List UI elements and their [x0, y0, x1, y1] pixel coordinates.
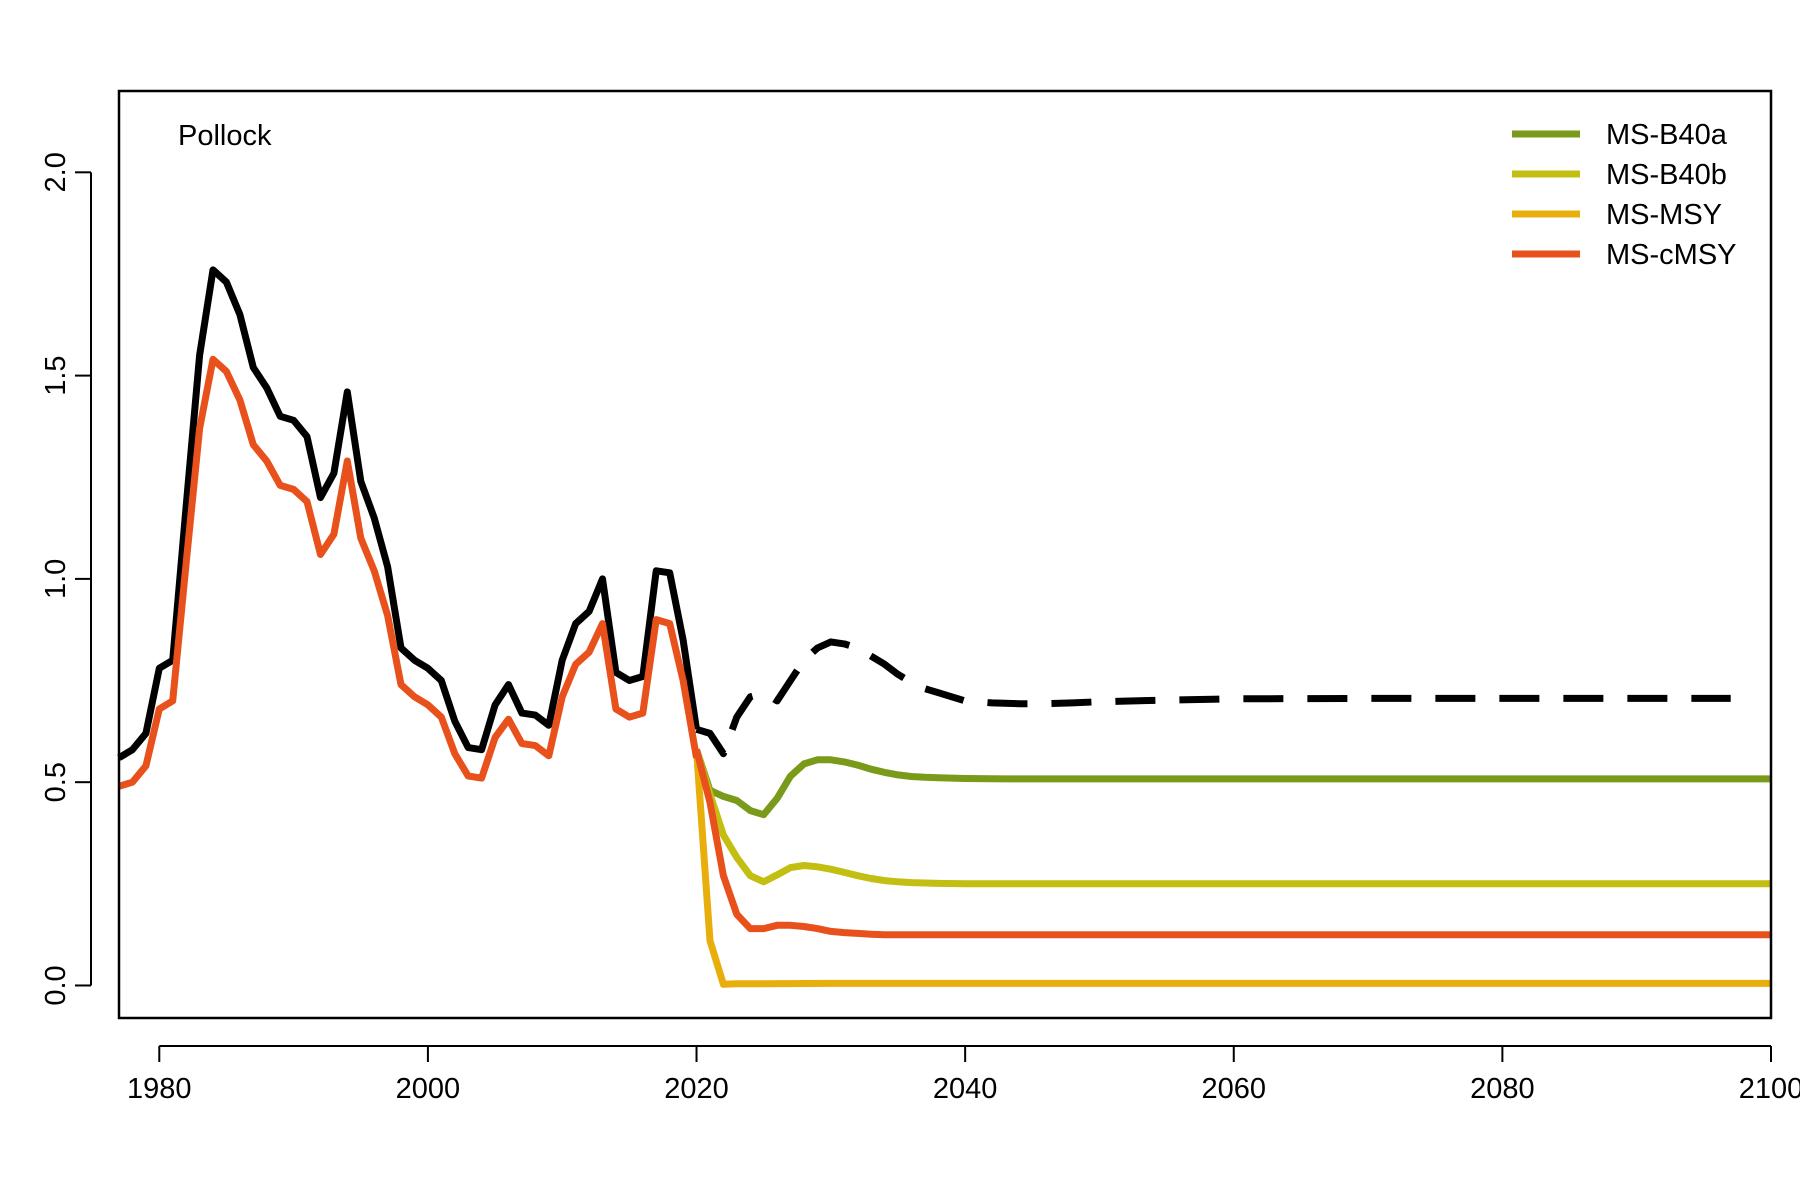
y-tick-label: 1.5 [40, 355, 72, 395]
x-tick-label: 2020 [664, 1073, 729, 1105]
axes: 1980 2000 2020 2040 2060 2080 2100 0.0 0.5 1.0 1.5… [40, 152, 1800, 1105]
plot-frame [117, 89, 1773, 1020]
chart-title: Pollock [178, 120, 272, 152]
y-tick-label: 0.5 [40, 762, 72, 802]
series-line-ms-b40a [693, 748, 1771, 819]
x-tick-label: 2100 [1739, 1073, 1800, 1105]
historical-line-1 [117, 266, 700, 761]
y-tick-label: 1.0 [40, 559, 72, 599]
legend-label-ms-b40a: MS-B40a [1606, 119, 1728, 151]
historical-line-2 [117, 355, 700, 790]
y-tick-label: 0.0 [40, 965, 72, 1005]
series-line-ms-msy [693, 749, 1771, 988]
legend-label-ms-cmsy: MS-cMSY [1606, 239, 1737, 271]
series-line-ms-cmsy [693, 748, 1771, 939]
y-tick-label: 2.0 [40, 152, 72, 192]
x-tick-label: 2060 [1202, 1073, 1267, 1105]
x-tick-label: 2000 [396, 1073, 461, 1105]
legend-label-ms-msy: MS-MSY [1606, 199, 1722, 231]
legend-label-ms-b40b: MS-B40b [1606, 159, 1727, 191]
legend: MS-B40a MS-B40b MS-MSY MS-cMSY [1512, 119, 1737, 271]
plot-marks [117, 266, 1771, 988]
x-tick-label: 1980 [127, 1073, 192, 1105]
x-tick-label: 2040 [933, 1073, 998, 1105]
x-tick-label: 2080 [1470, 1073, 1535, 1105]
series-line-ms-b40b [693, 748, 1771, 888]
